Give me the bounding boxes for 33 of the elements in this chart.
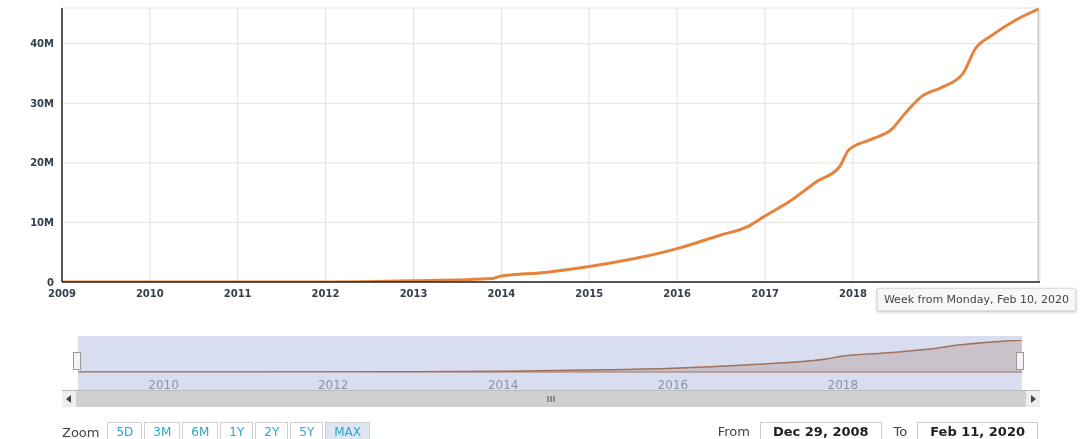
x-tick-label: 2016 (663, 288, 692, 300)
x-tick-label: 2014 (487, 377, 519, 392)
y-tick-label: 20M (30, 157, 55, 169)
text: MAX (325, 422, 371, 439)
x-tick-label: 2013 (399, 288, 428, 300)
y-tick-label: 30M (30, 97, 55, 109)
y-tick-label: 40M (30, 38, 55, 50)
text: 1Y (220, 422, 254, 439)
text: 5D (107, 422, 143, 439)
y-tick-label: 0 (47, 276, 55, 288)
y-tick-label: 10M (30, 216, 55, 228)
x-tick-label: 2014 (487, 288, 516, 300)
x-tick-label: 2010 (135, 288, 164, 300)
text: 6M (182, 422, 219, 439)
text: Zoom (62, 424, 100, 439)
text: Feb 11, 2020 (917, 422, 1038, 439)
text: 3M (144, 422, 181, 439)
x-tick-label: 2012 (311, 288, 340, 300)
x-tick-label: 2012 (317, 377, 349, 392)
text: Dec 29, 2008 (759, 422, 882, 439)
text: To (893, 424, 908, 439)
text: 2Y (255, 422, 289, 439)
ref-line-label: Week from Monday, Feb 10, 2020 (876, 288, 1076, 311)
x-tick-label: 2016 (657, 377, 689, 392)
x-tick-label: 2011 (223, 288, 252, 300)
text: 5Y (290, 422, 324, 439)
x-tick-label: 2018 (827, 377, 859, 392)
x-tick-label: 2017 (751, 288, 780, 300)
x-tick-label: 2010 (148, 377, 179, 392)
x-tick-label: 2015 (575, 288, 604, 300)
x-tick-label: 2018 (839, 288, 867, 300)
text: From (717, 424, 750, 439)
x-tick-label: 2009 (48, 288, 76, 300)
